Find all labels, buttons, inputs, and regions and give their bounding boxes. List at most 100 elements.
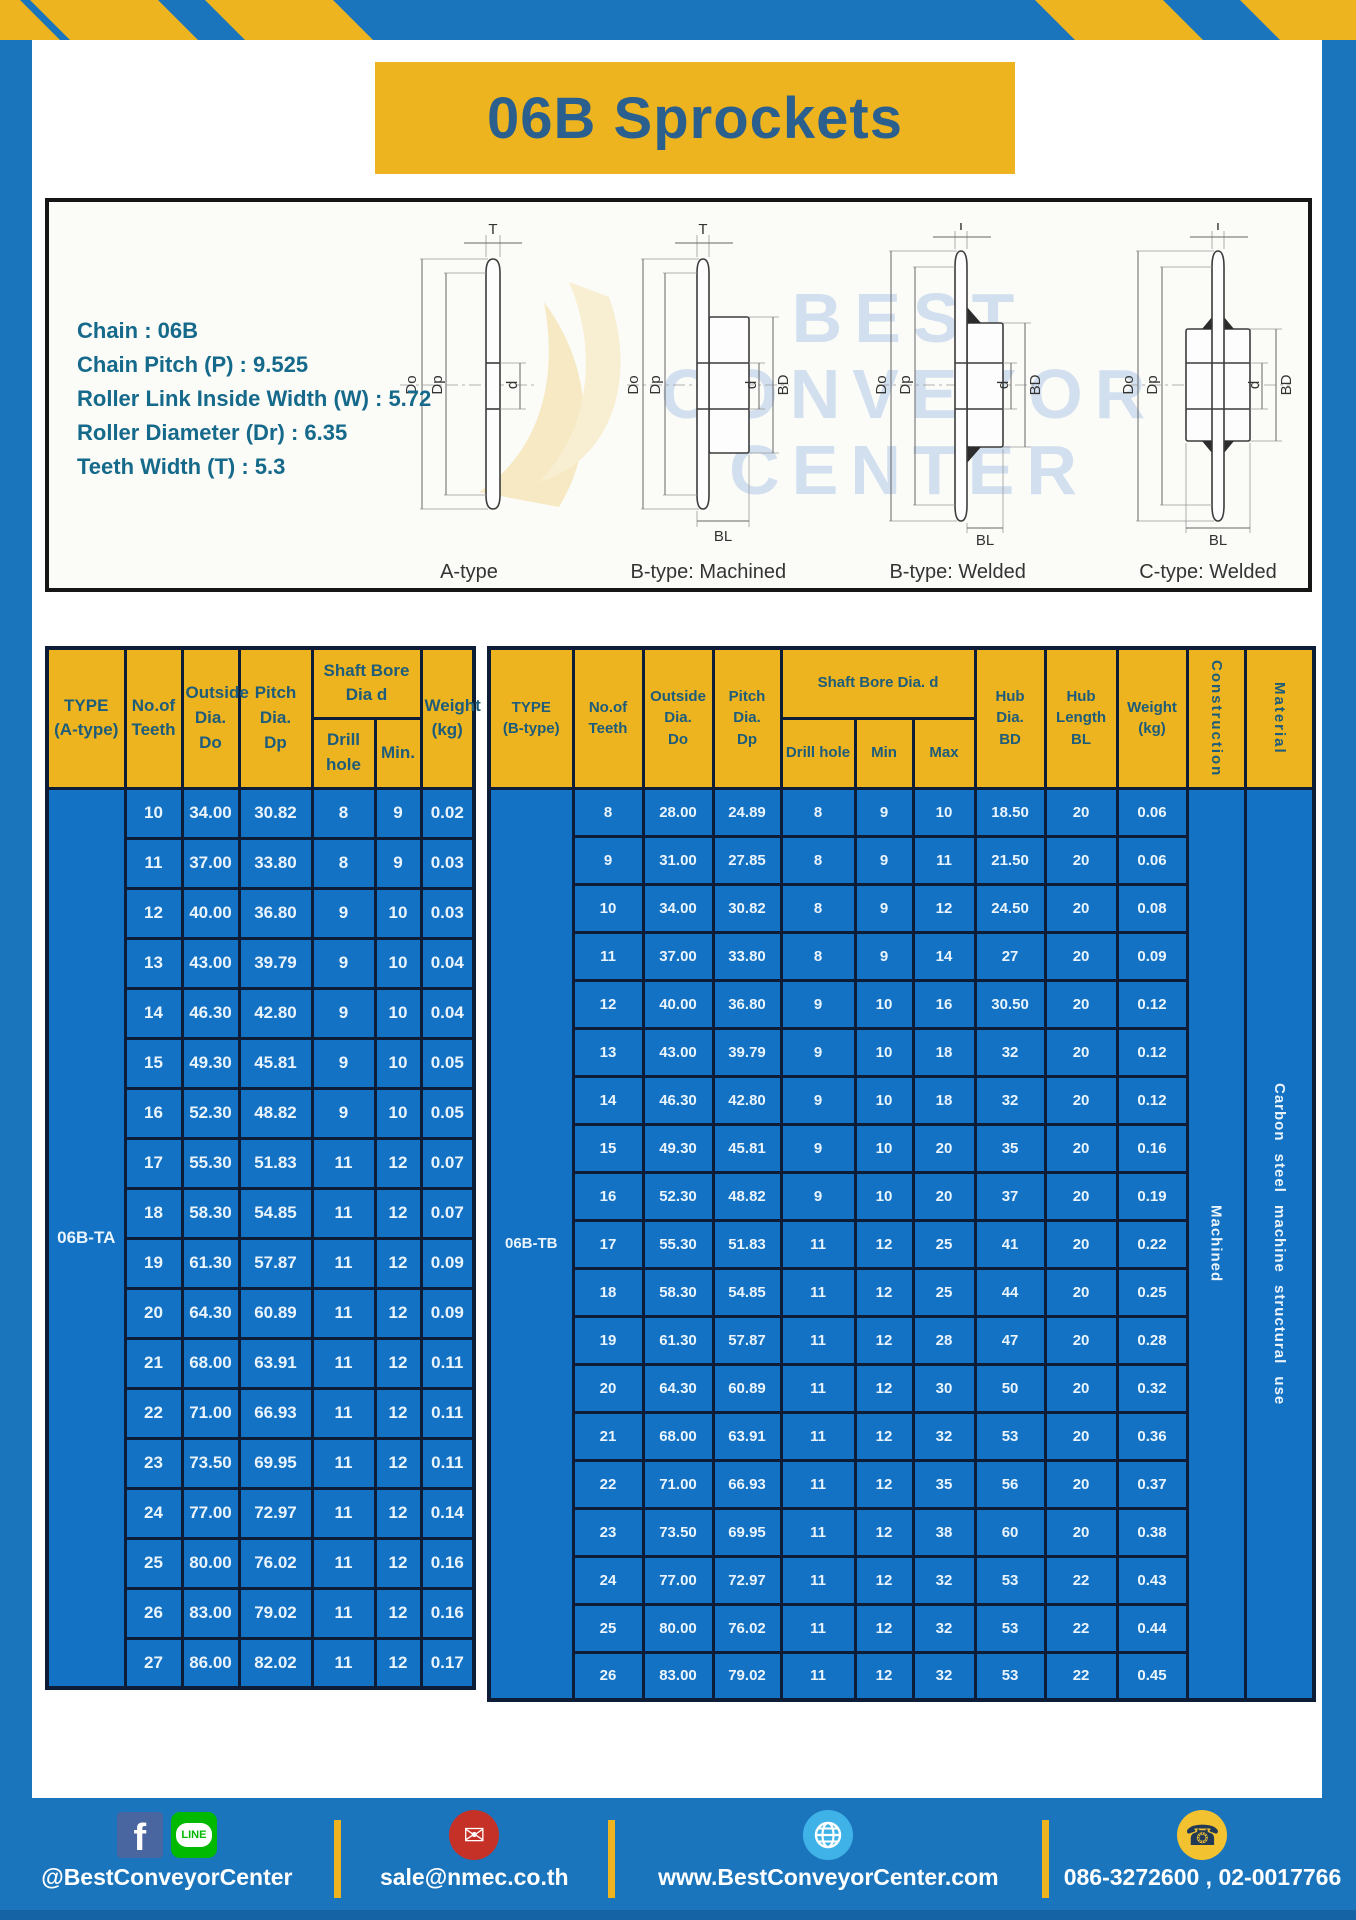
- cell: 12: [373, 1336, 423, 1390]
- cell: 11: [310, 1336, 377, 1390]
- cell: 28: [911, 1314, 977, 1366]
- phone-icon[interactable]: ☎: [1177, 1810, 1228, 1860]
- cell: 32: [911, 1554, 977, 1606]
- cell: 51.83: [237, 1136, 314, 1190]
- cell: 0.05: [419, 1086, 476, 1140]
- cell: 20: [1043, 1122, 1119, 1174]
- type-cell: 06B-TB: [487, 786, 575, 1702]
- cell: 24.50: [973, 882, 1047, 934]
- email-contact[interactable]: ✉ sale@nmec.co.th: [341, 1798, 608, 1920]
- cell: 12: [373, 1586, 423, 1640]
- cell: 39.79: [237, 936, 314, 990]
- cell: 0.05: [419, 1036, 476, 1090]
- table-row: 25 80.00 76.02 11 12 0.16: [47, 1536, 476, 1590]
- line-icon[interactable]: LINE: [170, 1812, 217, 1858]
- phone-contact[interactable]: ☎ 086-3272600 , 02-0017766: [1049, 1798, 1356, 1920]
- cell: 12: [853, 1650, 915, 1702]
- facebook-icon[interactable]: f: [116, 1812, 163, 1858]
- title-banner: 06B Sprockets: [375, 62, 1015, 174]
- email-icon[interactable]: ✉: [449, 1810, 500, 1860]
- cell: 9: [310, 986, 377, 1040]
- cell: 10: [571, 882, 645, 934]
- col-header-shaft-bore-group: Shaft Bore Dia d: [310, 646, 423, 720]
- cell: 0.16: [419, 1536, 476, 1590]
- cell: 9: [310, 1036, 377, 1090]
- table-row: 27 86.00 82.02 11 12 0.17: [47, 1636, 476, 1690]
- cell: 53: [973, 1410, 1047, 1462]
- table-row: 16 52.30 48.82 9 10 0.05: [47, 1086, 476, 1140]
- footer-divider: [333, 1820, 341, 1898]
- cell: 8: [310, 836, 377, 890]
- table-row: 26 83.00 79.02 11 12 0.16: [47, 1586, 476, 1640]
- cell: 49.30: [641, 1122, 715, 1174]
- cell: 34.00: [641, 882, 715, 934]
- diagram-caption: A-type: [440, 561, 498, 583]
- cell: 57.87: [237, 1236, 314, 1290]
- table-row: 21 68.00 63.91 11 12 32 53 20 0.36: [489, 1410, 1314, 1462]
- cell: 24: [571, 1554, 645, 1606]
- material-cell: Carbon steel machine structural use: [1243, 786, 1316, 1702]
- cell: 0.14: [419, 1486, 476, 1540]
- cell: 14: [123, 986, 184, 1040]
- cell: 0.19: [1115, 1170, 1189, 1222]
- cell: 0.12: [1115, 1026, 1189, 1078]
- dim-label-do: Do: [873, 375, 890, 394]
- dim-label-d: d: [743, 381, 760, 389]
- cell: 21: [571, 1410, 645, 1462]
- table-row: 13 43.00 39.79 9 10 0.04: [47, 936, 476, 990]
- cell: 0.03: [419, 886, 476, 940]
- cell: 0.02: [419, 786, 476, 840]
- cell: 20: [1043, 1506, 1119, 1558]
- social-contact[interactable]: f LINE @BestConveyorCenter: [0, 1798, 334, 1920]
- col-header-min: Min.: [373, 716, 423, 790]
- col-header-teeth: No.of Teeth: [123, 646, 184, 790]
- table-row: 9 31.00 27.85 8 9 11 21.50 20 0.06: [489, 834, 1314, 886]
- cell: 16: [911, 978, 977, 1030]
- cell: 0.28: [1115, 1314, 1189, 1366]
- page-title: 06B Sprockets: [487, 85, 903, 151]
- website-label[interactable]: www.BestConveyorCenter.com: [658, 1864, 999, 1890]
- phone-label[interactable]: 086-3272600 , 02-0017766: [1063, 1864, 1342, 1890]
- cell: 37: [973, 1170, 1047, 1222]
- social-handle-label[interactable]: @BestConveyorCenter: [41, 1864, 293, 1890]
- cell: 71.00: [180, 1386, 241, 1440]
- cell: 20: [1043, 834, 1119, 886]
- col-header-pitch-dia: Pitch Dia. Dp: [711, 646, 783, 790]
- cell: 20: [1043, 1170, 1119, 1222]
- cell: 18: [123, 1186, 184, 1240]
- dim-label-dp: Dp: [897, 375, 914, 394]
- cell: 11: [123, 836, 184, 890]
- cell: 32: [911, 1650, 977, 1702]
- cell: 57.87: [711, 1314, 783, 1366]
- cell: 0.45: [1115, 1650, 1189, 1702]
- cell: 77.00: [641, 1554, 715, 1606]
- cell: 11: [779, 1650, 857, 1702]
- cell: 16: [571, 1170, 645, 1222]
- cell: 11: [779, 1362, 857, 1414]
- cell: 0.44: [1115, 1602, 1189, 1654]
- cell: 15: [571, 1122, 645, 1174]
- cell: 9: [779, 1170, 857, 1222]
- email-label[interactable]: sale@nmec.co.th: [379, 1864, 569, 1890]
- cell: 11: [310, 1136, 377, 1190]
- globe-icon[interactable]: [803, 1810, 854, 1860]
- cell: 35: [911, 1458, 977, 1510]
- cell: 22: [571, 1458, 645, 1510]
- col-header-drill-hole: Drill hole: [779, 716, 857, 790]
- cell: 31.00: [641, 834, 715, 886]
- cell: 12: [853, 1362, 915, 1414]
- cell: 64.30: [180, 1286, 241, 1340]
- dim-label-do: Do: [403, 375, 420, 394]
- cell: 22: [1043, 1602, 1119, 1654]
- table-row: 14 46.30 42.80 9 10 0.04: [47, 986, 476, 1040]
- cell: 36.80: [237, 886, 314, 940]
- contact-footer: f LINE @BestConveyorCenter ✉ sale@nmec.c…: [0, 1798, 1356, 1920]
- cell: 11: [779, 1266, 857, 1318]
- cell: 45.81: [711, 1122, 783, 1174]
- website-contact[interactable]: www.BestConveyorCenter.com: [615, 1798, 1042, 1920]
- cell: 13: [123, 936, 184, 990]
- cell: 11: [779, 1410, 857, 1462]
- cell: 11: [779, 1602, 857, 1654]
- dim-label-dp: Dp: [1144, 375, 1161, 394]
- cell: 44: [973, 1266, 1047, 1318]
